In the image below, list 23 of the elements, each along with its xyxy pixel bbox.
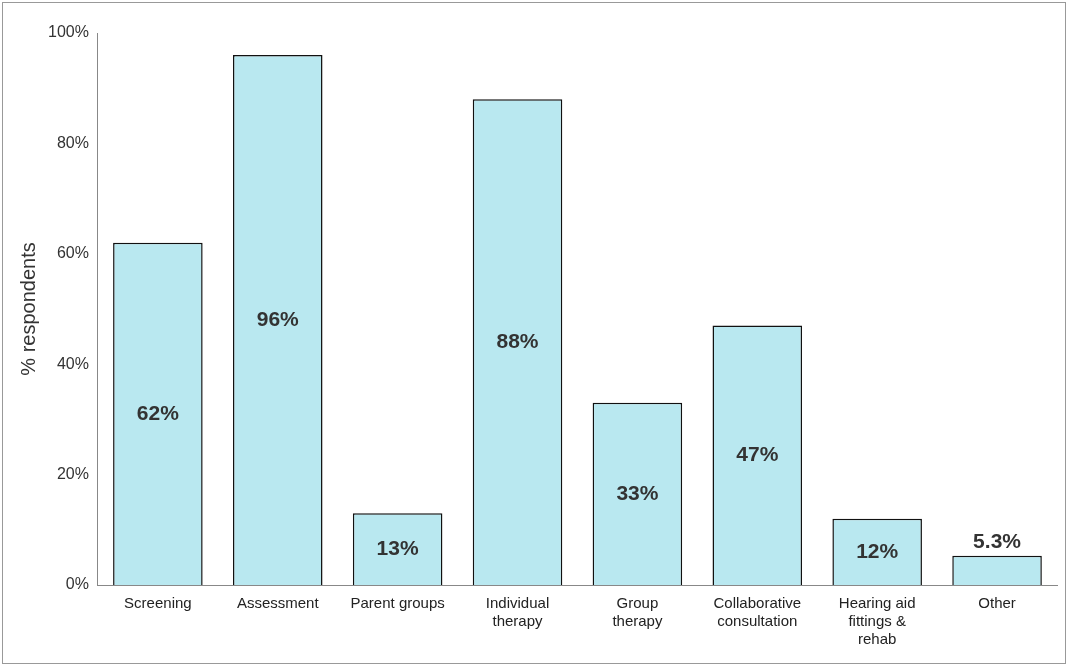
data-label: 88% [496, 328, 539, 352]
x-tick-label: Collaborative consultation [713, 594, 802, 630]
data-label: 47% [736, 442, 779, 466]
y-axis-title: % respondents [16, 242, 39, 376]
data-label: 33% [616, 480, 659, 504]
x-tick-label: Parent groups [350, 594, 445, 612]
y-tick-label: 0% [65, 575, 89, 593]
y-tick-label: 100% [48, 23, 89, 41]
data-label: 96% [256, 306, 300, 330]
x-tick-label: Other [978, 594, 1016, 612]
y-tick-label: 40% [56, 354, 89, 372]
data-label: 12% [856, 538, 899, 562]
data-label: 13% [376, 535, 419, 559]
x-tick-label: Hearing aid fittings & rehab [838, 594, 916, 648]
x-tick-label: Screening [124, 594, 192, 612]
data-label: 62% [136, 400, 180, 424]
y-tick-label: 80% [56, 133, 89, 151]
y-tick-label: 20% [56, 465, 89, 483]
y-tick-label: 60% [56, 244, 89, 262]
x-tick-label: Individual therapy [485, 594, 550, 630]
x-tick-label: Group therapy [612, 594, 663, 630]
data-label: 5.3% [973, 528, 1022, 552]
x-tick-label: Assessment [236, 594, 320, 612]
